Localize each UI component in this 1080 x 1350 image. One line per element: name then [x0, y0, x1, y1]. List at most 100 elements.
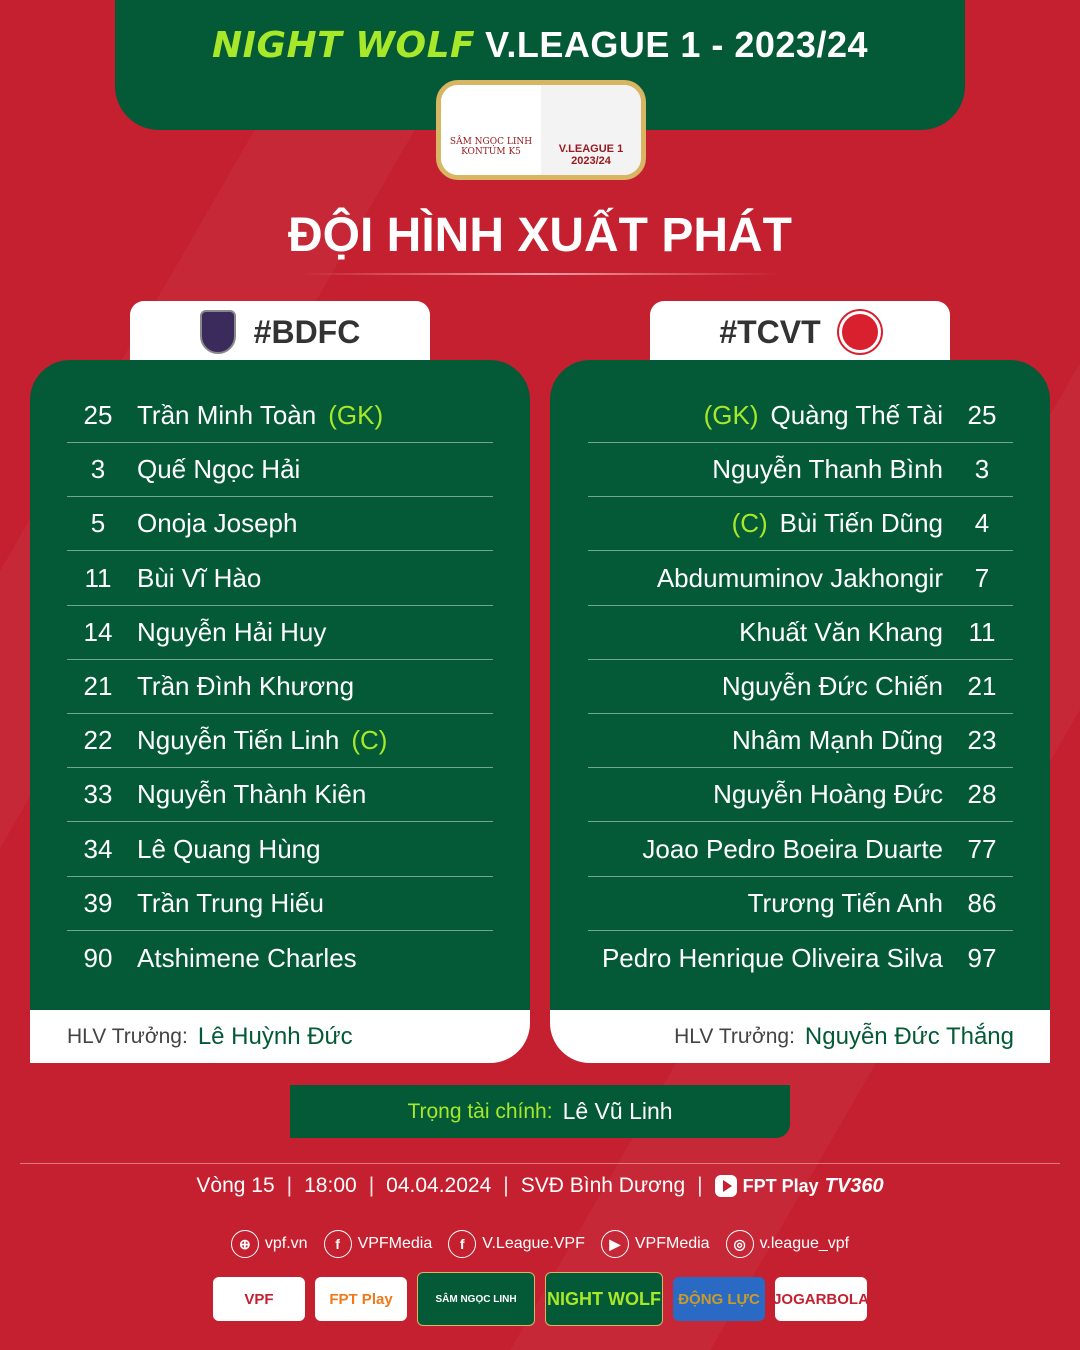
player-number: 23	[967, 725, 997, 756]
player-role-tag: (C)	[731, 508, 768, 539]
player-row: Pedro Henrique Oliveira Silva 97	[588, 931, 1013, 985]
player-number: 90	[83, 942, 113, 973]
player-name: Quế Ngọc Hải	[137, 454, 301, 485]
player-row: Joao Pedro Boeira Duarte 77	[588, 823, 1013, 877]
match-info: Vòng 15 | 18:00 | 04.04.2024 | SVĐ Bình Dươ…	[196, 1174, 884, 1198]
player-row: Nguyễn Hoàng Đức 28	[588, 768, 1013, 823]
player-name: Quàng Thế Tài	[770, 400, 944, 430]
player-name: Trần Minh Toàn	[137, 400, 317, 430]
player-row: Nhâm Mạnh Dũng 23	[588, 714, 1013, 769]
match-date: 04.04.2024	[386, 1174, 492, 1197]
player-name: Trần Trung Hiếu	[137, 887, 324, 918]
player-number: 25	[83, 400, 113, 430]
sponsor-logos: VPF FPT Play SÂM NGỌC LINH NIGHT WOLF ĐỘNG L…	[0, 1272, 1080, 1326]
player-role-tag: (C)	[351, 725, 388, 756]
player-name: Nguyễn Hoàng Đức	[713, 779, 943, 810]
social-label: vpf.vn	[264, 1235, 308, 1252]
player-row: Khuất Văn Khang 11	[588, 606, 1013, 660]
home-crest-icon	[199, 310, 236, 354]
player-number: 39	[83, 887, 113, 918]
player-number: 21	[967, 671, 997, 701]
player-row: Nguyễn Đức Chiến 21	[588, 660, 1013, 714]
youtube-icon: ▶	[600, 1230, 629, 1258]
sponsor-logo: JOGARBOLA	[773, 1277, 869, 1321]
player-role-tag: (GK)	[328, 400, 384, 430]
sponsor-logo: NIGHT WOLF	[545, 1272, 663, 1326]
social-link[interactable]: f V.League.VPF	[448, 1230, 585, 1258]
home-team-tab: #BDFC	[130, 301, 430, 363]
home-team-tag: #BDFC	[253, 313, 361, 350]
player-number: 86	[967, 887, 997, 918]
player-name: Trần Đình Khương	[137, 671, 355, 701]
player-number: 34	[83, 833, 113, 864]
player-number: 25	[967, 400, 997, 430]
player-row: 11 Bùi Vĩ Hào	[67, 552, 493, 606]
sponsor-logo: VPF	[213, 1277, 305, 1321]
coach-label: HLV Trưởng:	[67, 1024, 188, 1048]
player-row: 25 Trần Minh Toàn (GK)	[67, 389, 493, 443]
social-link[interactable]: ⊕ vpf.vn	[230, 1230, 308, 1258]
brand-name: NIGHT WOLF	[211, 25, 476, 66]
globe-icon: ⊕	[230, 1230, 259, 1258]
sponsor-logo: SÂM NGỌC LINH	[417, 1272, 535, 1326]
player-number: 7	[974, 562, 990, 593]
player-row: 34 Lê Quang Hùng	[67, 823, 493, 877]
round: Vòng 15	[196, 1174, 275, 1197]
instagram-icon: ◎	[725, 1230, 754, 1258]
player-name: Nguyễn Đức Chiến	[721, 671, 943, 701]
player-name: Bùi Tiến Dũng	[779, 508, 943, 539]
facebook-icon: f	[448, 1230, 477, 1258]
away-team-tag: #TCVT	[719, 313, 821, 350]
player-name: Nguyễn Thành Kiên	[137, 779, 367, 810]
player-row: 22 Nguyễn Tiến Linh (C)	[67, 714, 493, 769]
player-row: 5 Onoja Joseph	[67, 497, 493, 552]
social-label: v.league_vpf	[759, 1235, 850, 1252]
player-number: 4	[974, 508, 990, 539]
player-row: 14 Nguyễn Hải Huy	[67, 606, 493, 660]
player-name: Nguyễn Tiến Linh	[137, 725, 340, 756]
player-name: Khuất Văn Khang	[739, 616, 943, 647]
home-lineup: 25 Trần Minh Toàn (GK) 3 Quế Ngọc Hải 5 Onoja …	[30, 360, 530, 1010]
social-link[interactable]: f VPFMedia	[323, 1230, 433, 1258]
social-link[interactable]: ◎ v.league_vpf	[725, 1230, 850, 1258]
player-name: Onoja Joseph	[137, 508, 298, 539]
player-number: 5	[90, 508, 106, 539]
social-link[interactable]: ▶ VPFMedia	[600, 1230, 710, 1258]
social-label: VPFMedia	[357, 1235, 433, 1252]
referee-box: Trọng tài chính: Lê Vũ Linh	[290, 1085, 790, 1138]
player-name: Lê Quang Hùng	[137, 833, 321, 864]
away-crest-icon	[838, 311, 881, 353]
player-number: 21	[83, 671, 113, 701]
coach-name: Nguyễn Đức Thắng	[804, 1022, 1014, 1050]
coach-name: Lê Huỳnh Đức	[197, 1022, 353, 1050]
referee-name: Lê Vũ Linh	[562, 1098, 673, 1124]
broadcaster2-name: TV360	[824, 1174, 884, 1197]
player-number: 3	[90, 454, 106, 485]
player-row: (C) Bùi Tiến Dũng 4	[588, 497, 1013, 552]
player-row: 33 Nguyễn Thành Kiên	[67, 768, 493, 823]
player-name: Nguyễn Thanh Bình	[712, 454, 943, 485]
social-links: ⊕ vpf.vn f VPFMedia f V.League.VPF ▶ VPFMedia ◎ v…	[0, 1230, 1080, 1258]
player-number: 22	[83, 725, 113, 756]
player-number: 28	[967, 779, 997, 810]
social-label: V.League.VPF	[482, 1235, 585, 1252]
away-lineup: (GK) Quàng Thế Tài 25 Nguyễn Thanh Bình 3 (C)…	[550, 360, 1050, 1010]
venue: SVĐ Bình Dương	[520, 1174, 686, 1197]
player-number: 3	[974, 454, 990, 485]
player-role-tag: (GK)	[703, 400, 759, 430]
player-name: Bùi Vĩ Hào	[137, 562, 262, 593]
player-name: Atshimene Charles	[137, 942, 357, 973]
logo-right: V.LEAGUE 1 2023/24	[541, 85, 641, 175]
broadcaster: FPT Play TV360	[714, 1174, 884, 1198]
logo-left: SÂM NGỌC LINH KONTUM K5	[441, 85, 541, 175]
social-label: VPFMedia	[634, 1235, 710, 1252]
sponsor-logo: ĐỘNG LỰC	[673, 1277, 765, 1321]
player-name: Nhâm Mạnh Dũng	[732, 725, 943, 756]
player-number: 33	[83, 779, 113, 810]
home-coach: HLV Trưởng: Lê Huỳnh Đức	[30, 1010, 530, 1063]
coach-label: HLV Trưởng:	[674, 1024, 795, 1048]
away-team-tab: #TCVT	[650, 301, 950, 363]
player-row: 39 Trần Trung Hiếu	[67, 877, 493, 931]
player-number: 77	[967, 833, 997, 864]
player-number: 14	[83, 616, 113, 647]
